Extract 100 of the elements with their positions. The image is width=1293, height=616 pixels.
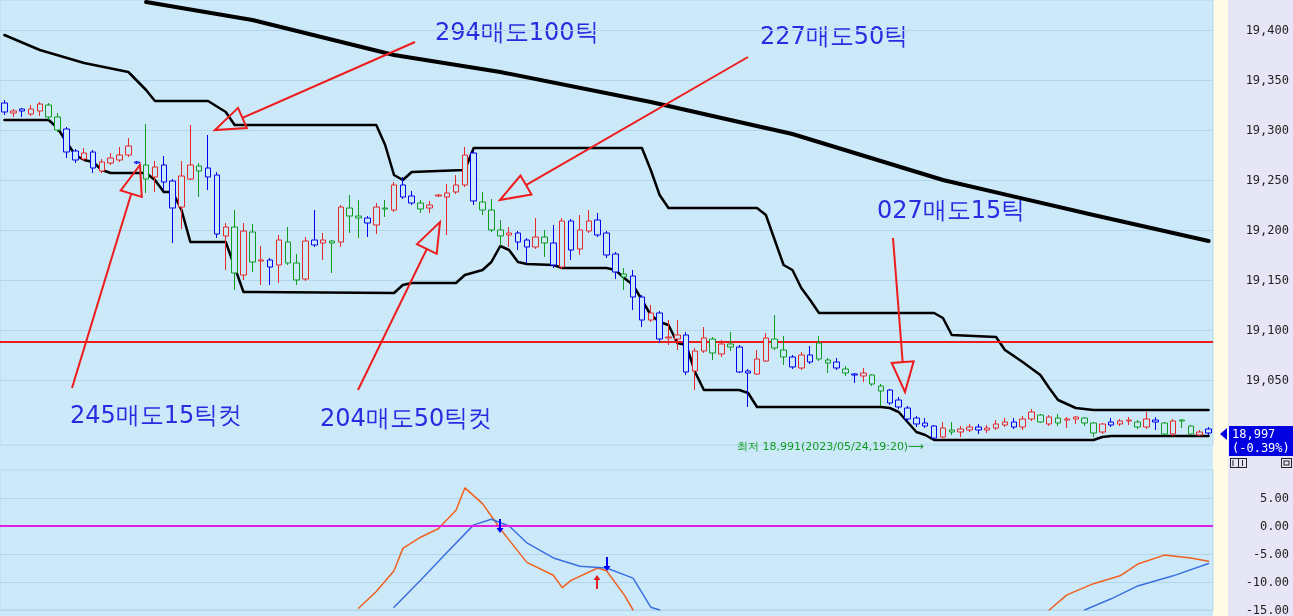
candlestick <box>54 112 61 133</box>
candlestick <box>842 365 849 377</box>
y-tick-label: 0.00 <box>1260 519 1289 533</box>
candlestick <box>1161 421 1168 436</box>
candlestick <box>125 137 132 158</box>
line-series <box>393 518 661 611</box>
candlestick <box>373 202 380 235</box>
candlestick <box>940 421 946 439</box>
candlestick <box>603 230 610 259</box>
candlestick <box>1205 426 1212 436</box>
candlestick <box>178 160 185 230</box>
candlestick <box>249 223 256 273</box>
candlestick <box>311 209 318 248</box>
y-tick-label: 19,050 <box>1245 373 1289 387</box>
candlestick <box>1037 413 1044 424</box>
text: 18,997 (-0.39%) <box>1232 427 1290 455</box>
candlestick <box>789 354 796 370</box>
candlestick <box>37 101 43 117</box>
candlestick <box>320 232 326 261</box>
candlestick <box>214 171 220 239</box>
candlestick <box>754 349 760 376</box>
candlestick <box>400 176 406 200</box>
candlestick <box>426 200 433 214</box>
candlestick <box>709 336 716 361</box>
candlestick <box>63 126 70 159</box>
candlestick <box>90 149 96 174</box>
y-tick-label: 19,200 <box>1245 223 1289 237</box>
candlestick <box>1019 415 1026 431</box>
candlestick <box>515 230 521 251</box>
candlestick <box>825 357 831 374</box>
candlestick <box>586 209 592 234</box>
line-series <box>357 487 634 611</box>
annotation: 최저 18,991(2023/05/24,19:20)⟶ <box>737 439 925 453</box>
candlestick <box>993 419 999 431</box>
candlestick <box>524 237 530 264</box>
candlestick <box>1002 417 1008 428</box>
candlestick <box>258 245 264 286</box>
candlestick <box>957 425 964 438</box>
candlestick <box>851 372 858 384</box>
annotation: 294매도100틱 <box>435 18 599 46</box>
candlestick <box>1196 429 1203 437</box>
candlestick <box>169 178 176 244</box>
candlestick <box>134 160 140 165</box>
candlestick <box>444 183 450 236</box>
candlestick <box>913 415 920 428</box>
candlestick <box>267 257 273 286</box>
candlestick <box>577 214 583 256</box>
candlestick <box>28 104 34 117</box>
line-series <box>144 0 1211 243</box>
candlestick <box>727 331 734 352</box>
candlestick <box>462 146 468 188</box>
candlestick <box>364 215 371 238</box>
candlestick <box>780 335 787 366</box>
candlestick <box>453 174 459 195</box>
candlestick <box>19 107 25 118</box>
candlestick <box>745 368 751 408</box>
candlestick <box>497 219 504 247</box>
candlestick <box>869 373 875 387</box>
candlestick <box>895 396 902 410</box>
candlestick <box>1090 421 1097 438</box>
y-tick-label: 19,300 <box>1245 123 1289 137</box>
candlestick <box>1188 424 1194 436</box>
candlestick <box>922 417 928 429</box>
candlestick <box>1126 416 1132 426</box>
candlestick <box>143 123 149 194</box>
candlestick <box>346 194 353 234</box>
candlestick <box>355 199 362 239</box>
candlestick <box>99 158 105 174</box>
candlestick <box>594 212 601 238</box>
candlestick <box>931 424 937 440</box>
candlestick <box>559 217 565 270</box>
candlestick <box>329 239 335 274</box>
candlestick <box>1117 418 1123 427</box>
candlestick <box>231 209 238 291</box>
candlestick <box>541 229 548 258</box>
candlestick <box>1073 415 1079 425</box>
candlestick <box>975 423 982 435</box>
candlestick <box>152 160 158 193</box>
candlestick <box>1011 417 1017 430</box>
candlestick <box>293 253 300 286</box>
candlestick <box>550 224 557 269</box>
candlestick <box>435 193 442 198</box>
candlestick <box>223 222 229 271</box>
candlestick <box>205 134 211 191</box>
candlestick <box>187 124 194 181</box>
y-tick-label: 19,250 <box>1245 173 1289 187</box>
candlestick <box>10 108 17 118</box>
y-tick-label: 19,150 <box>1245 273 1289 287</box>
candlestick <box>81 147 87 162</box>
candlestick <box>302 236 309 282</box>
candlestick <box>276 234 282 284</box>
candlestick <box>417 199 424 214</box>
candlestick <box>116 146 123 163</box>
candlestick <box>1143 411 1150 430</box>
annotation: 027매도15틱 <box>877 196 1026 224</box>
line-series <box>1083 562 1210 611</box>
candlestick <box>878 383 884 407</box>
annotation: 245매도15틱컷 <box>70 401 243 429</box>
candlestick <box>1055 413 1061 427</box>
candlestick <box>904 405 911 423</box>
